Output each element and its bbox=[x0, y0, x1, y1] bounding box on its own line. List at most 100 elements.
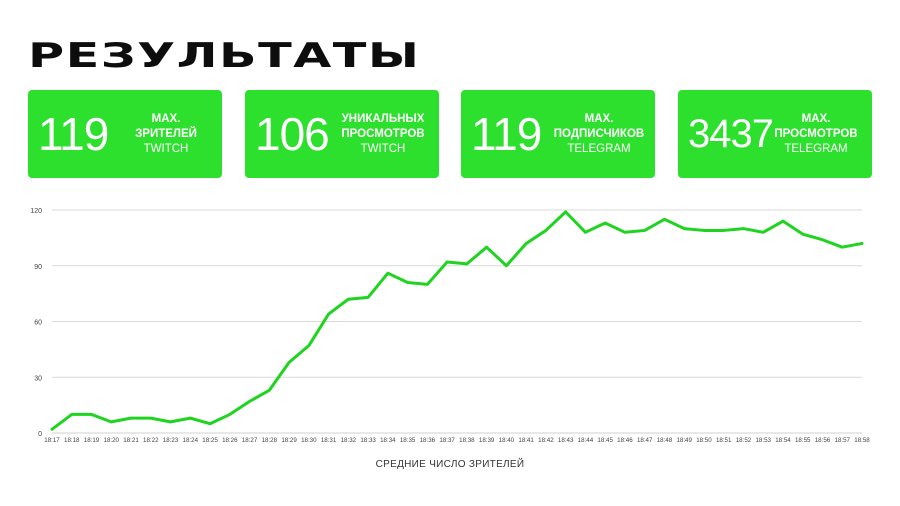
stat-card-max-subscribers-telegram: 119 МАХ. ПОДПИСЧИКОВ TELEGRAM bbox=[461, 90, 655, 178]
data-point bbox=[406, 281, 409, 284]
data-point bbox=[386, 271, 390, 275]
x-tick-label: 18:22 bbox=[143, 437, 159, 444]
stat-label-line1: МАХ. bbox=[801, 113, 831, 125]
x-tick-label: 18:45 bbox=[597, 437, 613, 444]
data-point bbox=[189, 416, 192, 420]
x-tick-label: 18:54 bbox=[775, 437, 791, 444]
data-point bbox=[623, 231, 627, 234]
x-tick-label: 18:51 bbox=[716, 437, 732, 444]
data-point bbox=[603, 221, 607, 225]
stat-label: МАХ. ЗРИТЕЛЕЙ TWITCH bbox=[116, 112, 216, 157]
data-point bbox=[307, 344, 311, 347]
stat-label-line1: УНИКАЛЬНЫХ bbox=[341, 113, 425, 125]
y-tick-label: 0 bbox=[38, 431, 42, 438]
x-tick-label: 18:17 bbox=[44, 437, 60, 444]
stat-source: TELEGRAM bbox=[784, 143, 848, 155]
x-tick-label: 18:46 bbox=[617, 437, 633, 444]
stat-label-line2: ПОДПИСЧИКОВ bbox=[553, 128, 645, 140]
x-tick-label: 18:20 bbox=[104, 437, 120, 444]
data-point bbox=[564, 210, 567, 214]
x-tick-label: 18:32 bbox=[341, 437, 357, 444]
x-tick-label: 18:27 bbox=[242, 437, 258, 444]
x-tick-label: 18:55 bbox=[795, 437, 811, 444]
stat-label-line1: МАХ. bbox=[151, 113, 181, 125]
x-tick-label: 18:29 bbox=[281, 437, 297, 444]
x-tick-label: 18:36 bbox=[420, 437, 436, 444]
stat-label-line2: ЗРИТЕЛЕЙ bbox=[135, 128, 197, 140]
data-point bbox=[70, 413, 73, 416]
x-tick-label: 18:24 bbox=[183, 437, 199, 444]
stat-card-max-views-telegram: 3437 МАХ. ПРОСМОТРОВ TELEGRAM bbox=[678, 90, 872, 178]
x-tick-label: 18:37 bbox=[439, 437, 455, 444]
x-tick-label: 18:57 bbox=[835, 437, 851, 444]
stat-label-line2: ПРОСМОТРОВ bbox=[774, 128, 858, 140]
data-point bbox=[426, 283, 429, 286]
x-tick-label: 18:39 bbox=[479, 437, 495, 444]
x-tick-label: 18:33 bbox=[360, 437, 376, 444]
stat-source: TELEGRAM bbox=[567, 143, 631, 155]
data-point bbox=[781, 219, 785, 223]
data-point bbox=[129, 416, 133, 420]
x-tick-label: 18:56 bbox=[815, 437, 831, 444]
series-line bbox=[50, 210, 864, 431]
y-tick-label: 30 bbox=[34, 375, 42, 382]
x-tick-label: 18:19 bbox=[84, 437, 100, 444]
data-point bbox=[505, 264, 508, 267]
stat-label-line2: ПРОСМОТРОВ bbox=[341, 128, 425, 140]
stat-card-max-viewers-twitch: 119 МАХ. ЗРИТЕЛЕЙ TWITCH bbox=[28, 90, 222, 178]
data-point bbox=[485, 245, 488, 249]
x-tick-label: 18:53 bbox=[755, 437, 771, 444]
stat-label: МАХ. ПРОСМОТРОВ TELEGRAM bbox=[766, 112, 866, 157]
x-tick-label: 18:26 bbox=[222, 437, 238, 444]
x-tick-label: 18:52 bbox=[736, 437, 752, 444]
x-tick-label: 18:58 bbox=[854, 437, 870, 444]
stat-label: МАХ. ПОДПИСЧИКОВ TELEGRAM bbox=[549, 112, 649, 157]
data-point bbox=[860, 242, 864, 245]
page-title: РЕЗУЛЬТАТЫ bbox=[28, 36, 421, 76]
data-point bbox=[742, 227, 745, 230]
data-point bbox=[347, 298, 350, 301]
viewers-line-chart: 0 30 60 90 120 18:17 18:18 18:19 18:20 18:21 18:22… bbox=[30, 208, 870, 444]
y-tick-label: 90 bbox=[34, 264, 42, 271]
x-tick-label: 18:28 bbox=[262, 437, 278, 444]
data-point bbox=[584, 231, 587, 234]
data-point bbox=[50, 428, 54, 431]
stat-card-unique-views-twitch: 106 УНИКАЛЬНЫХ ПРОСМОТРОВ TWITCH bbox=[245, 90, 439, 178]
stat-label-line1: МАХ. bbox=[584, 113, 614, 125]
stat-value: 119 bbox=[471, 108, 542, 160]
data-point bbox=[287, 361, 291, 364]
x-tick-label: 18:44 bbox=[578, 437, 594, 444]
x-tick-label: 18:48 bbox=[657, 437, 673, 444]
data-point bbox=[366, 296, 370, 299]
data-point bbox=[841, 245, 844, 249]
x-tick-label: 18:49 bbox=[676, 437, 692, 444]
x-tick-label: 18:34 bbox=[380, 437, 396, 444]
data-point bbox=[90, 413, 93, 416]
data-point bbox=[445, 260, 449, 264]
data-point bbox=[110, 420, 113, 424]
data-point bbox=[327, 312, 330, 316]
x-tick-label: 18:47 bbox=[637, 437, 653, 444]
stat-value: 119 bbox=[38, 108, 109, 160]
data-point bbox=[208, 422, 212, 425]
stat-value: 3437 bbox=[688, 112, 774, 156]
data-point bbox=[821, 238, 824, 241]
data-point bbox=[544, 229, 548, 232]
data-point bbox=[801, 232, 804, 236]
data-point bbox=[149, 416, 152, 420]
stat-source: TWITCH bbox=[143, 143, 189, 155]
data-point bbox=[762, 231, 765, 234]
data-point bbox=[702, 229, 706, 232]
data-point bbox=[228, 413, 232, 416]
stat-value: 106 bbox=[255, 108, 330, 160]
data-point bbox=[169, 420, 172, 424]
data-point bbox=[663, 218, 666, 221]
x-tick-label: 18:31 bbox=[321, 437, 337, 444]
x-tick-label: 18:18 bbox=[64, 437, 80, 444]
x-tick-label: 18:23 bbox=[163, 437, 179, 444]
y-tick-label: 120 bbox=[30, 208, 42, 215]
x-tick-label: 18:40 bbox=[499, 437, 515, 444]
x-axis-title: СРЕДНИЕ ЧИСЛО ЗРИТЕЛЕЙ bbox=[375, 459, 525, 470]
x-tick-label: 18:41 bbox=[518, 437, 534, 444]
x-tick-label: 18:43 bbox=[558, 437, 574, 444]
